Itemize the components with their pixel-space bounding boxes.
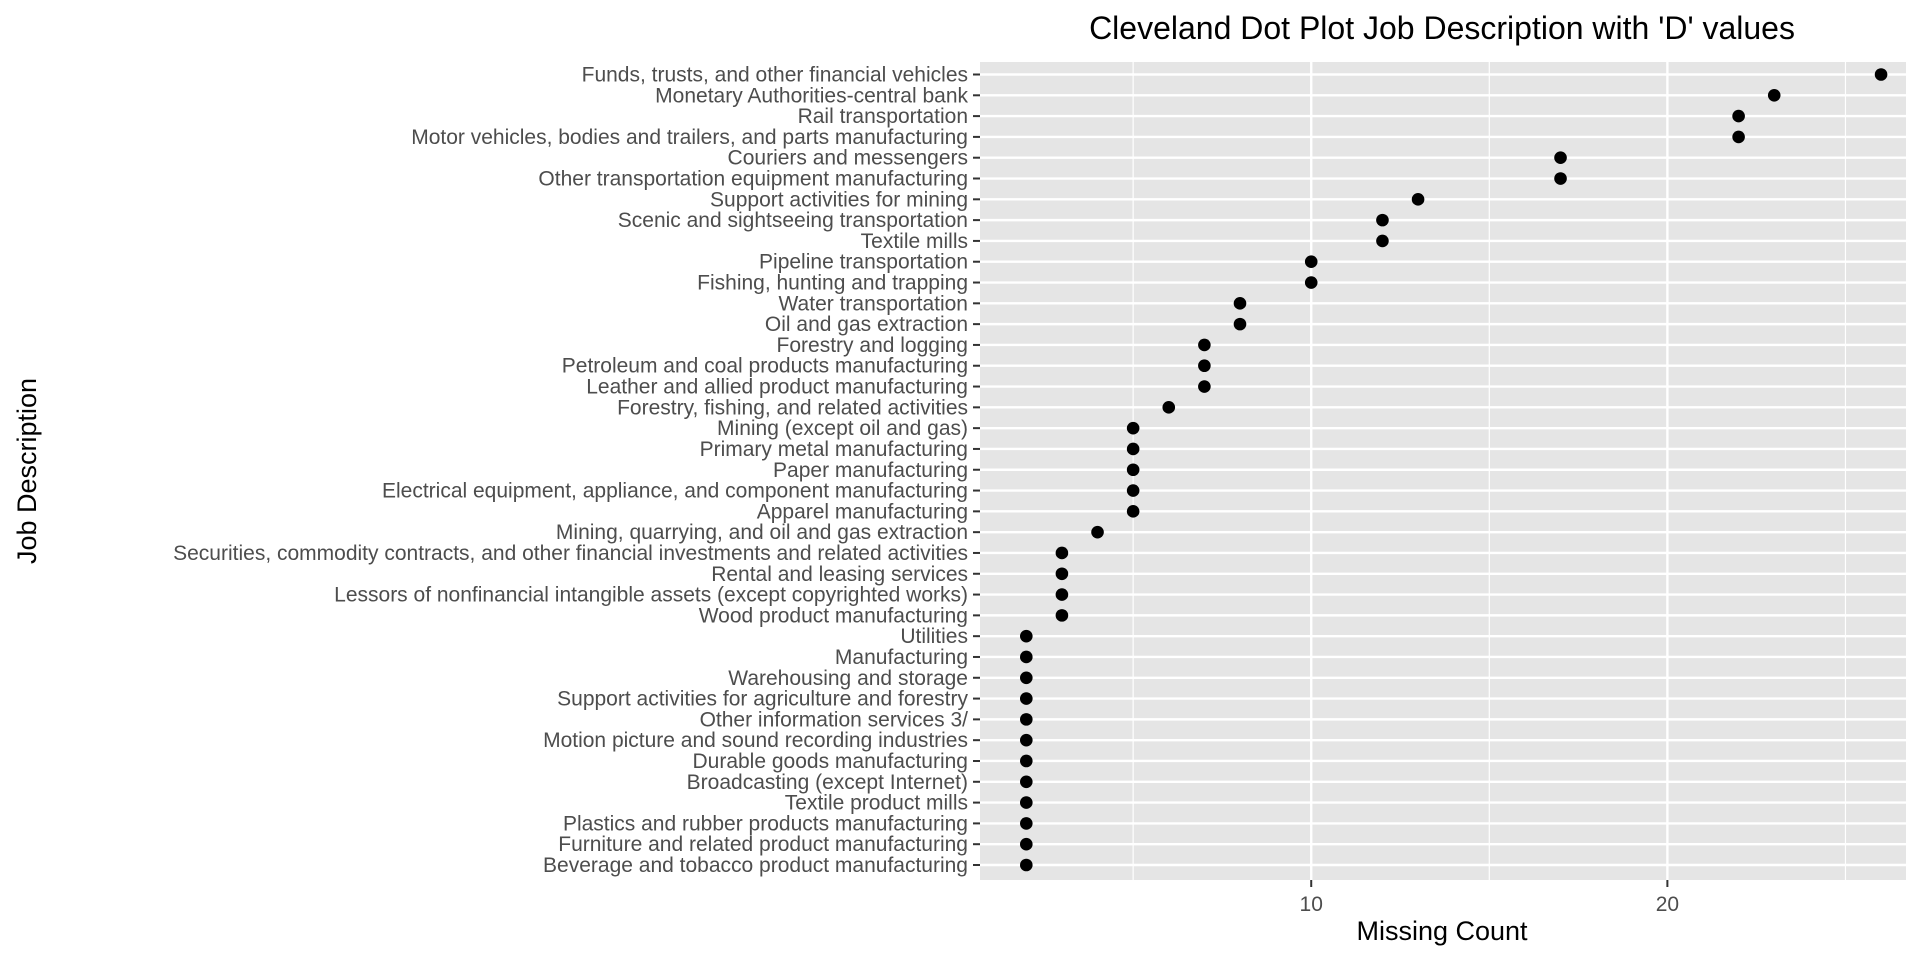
y-tick-label: Leather and allied product manufacturing (586, 376, 968, 399)
data-point (1055, 567, 1069, 581)
data-point (1162, 401, 1176, 414)
y-tick-label: Pipeline transportation (759, 251, 968, 274)
data-point (1376, 234, 1389, 248)
data-point (1055, 588, 1069, 601)
data-point (1411, 193, 1425, 206)
y-tick-label: Fishing, hunting and trapping (697, 272, 968, 295)
data-point (1020, 733, 1033, 747)
y-tick-label: Beverage and tobacco product manufacturi… (543, 854, 968, 877)
y-tick-label: Securities, commodity contracts, and oth… (173, 542, 968, 565)
data-point (1198, 338, 1211, 352)
y-tick-label: Electrical equipment, appliance, and com… (382, 480, 968, 503)
data-point (1554, 172, 1567, 185)
data-point (1767, 89, 1781, 102)
data-point (1126, 421, 1140, 435)
y-tick-label: Mining, quarrying, and oil and gas extra… (556, 521, 968, 544)
x-axis-title: Missing Count (1356, 916, 1528, 946)
y-tick-label: Support activities for mining (710, 188, 968, 211)
data-point (1126, 463, 1140, 477)
data-point (1732, 130, 1745, 144)
y-tick-label: Petroleum and coal products manufacturin… (562, 355, 968, 378)
data-point (1020, 650, 1033, 664)
data-point (1233, 297, 1247, 310)
y-tick-label: Forestry and logging (777, 334, 968, 357)
chart-title: Cleveland Dot Plot Job Description with … (1089, 10, 1795, 46)
y-tick-label: Funds, trusts, and other financial vehic… (582, 64, 968, 87)
data-point (1198, 359, 1211, 373)
y-tick-label: Wood product manufacturing (699, 604, 968, 627)
plot-panel (980, 62, 1906, 880)
y-tick-label: Primary metal manufacturing (700, 438, 968, 461)
x-tick-label: 20 (1656, 893, 1679, 916)
data-point (1020, 858, 1033, 872)
data-point (1126, 505, 1140, 518)
y-tick-label: Broadcasting (except Internet) (687, 771, 968, 794)
y-tick-label: Forestry, fishing, and related activitie… (617, 396, 968, 419)
data-point (1732, 109, 1745, 123)
y-axis-title: Job Description (12, 378, 42, 564)
data-point (1055, 546, 1069, 560)
x-tick-label: 10 (1300, 893, 1323, 916)
y-tick-label: Water transportation (779, 292, 968, 315)
data-points (1020, 68, 1888, 872)
data-point (1020, 837, 1033, 851)
y-tick-label: Other transportation equipment manufactu… (538, 168, 968, 191)
y-tick-label: Couriers and messengers (728, 147, 968, 170)
y-tick-label: Textile product mills (785, 792, 968, 815)
data-point (1126, 484, 1140, 497)
y-tick-label: Manufacturing (835, 646, 968, 669)
data-point (1304, 276, 1318, 289)
data-point (1554, 151, 1567, 165)
data-point (1233, 317, 1247, 331)
data-point (1055, 609, 1069, 622)
y-tick-label: Scenic and sightseeing transportation (618, 209, 968, 232)
data-point (1020, 796, 1033, 809)
data-point (1874, 68, 1888, 81)
grid-major-lines (980, 62, 1906, 880)
data-point (1020, 713, 1033, 726)
y-tick-label: Warehousing and storage (728, 667, 968, 690)
data-point (1020, 775, 1033, 789)
data-point (1020, 629, 1033, 643)
y-tick-label: Monetary Authorities-central bank (655, 84, 968, 107)
data-point (1020, 754, 1033, 768)
data-point (1091, 525, 1104, 539)
data-point (1304, 255, 1318, 269)
y-tick-label: Paper manufacturing (773, 459, 968, 482)
x-axis: 10 20 (1300, 880, 1679, 916)
y-tick-label: Motor vehicles, bodies and trailers, and… (411, 126, 968, 149)
y-tick-label: Durable goods manufacturing (692, 750, 968, 773)
data-point (1020, 692, 1033, 705)
y-tick-label: Furniture and related product manufactur… (558, 833, 968, 856)
y-tick-label: Other information services 3/ (700, 708, 969, 731)
data-point (1020, 817, 1033, 830)
data-point (1020, 671, 1033, 685)
y-tick-label: Rental and leasing services (711, 563, 968, 586)
y-tick-label: Support activities for agriculture and f… (557, 688, 968, 711)
data-point (1198, 380, 1211, 393)
y-tick-label: Mining (except oil and gas) (717, 417, 968, 440)
data-point (1126, 442, 1140, 456)
y-tick-label: Plastics and rubber products manufacturi… (563, 812, 968, 835)
y-axis: Funds, trusts, and other financial vehic… (173, 64, 980, 877)
data-point (1376, 213, 1389, 227)
y-tick-label: Oil and gas extraction (765, 313, 968, 336)
y-tick-label: Lessors of nonfinancial intangible asset… (334, 584, 968, 607)
y-tick-label: Rail transportation (798, 105, 968, 128)
y-tick-label: Utilities (900, 625, 968, 648)
y-tick-label: Motion picture and sound recording indus… (543, 729, 968, 752)
y-tick-label: Apparel manufacturing (757, 500, 968, 523)
y-tick-label: Textile mills (861, 230, 968, 253)
